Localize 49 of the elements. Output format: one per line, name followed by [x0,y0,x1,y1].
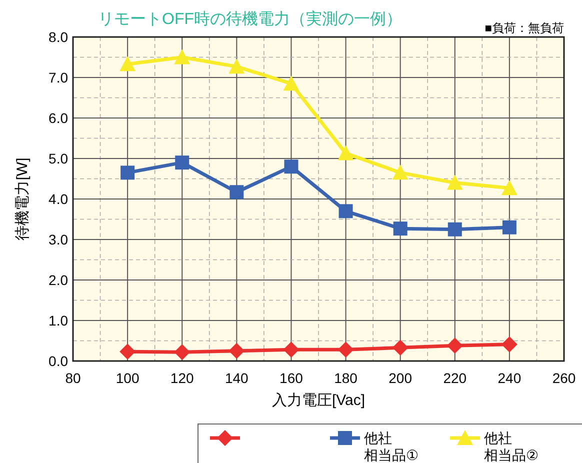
y-tick-label: 3.0 [48,232,68,248]
point [283,342,300,358]
y-tick-label: 6.0 [48,110,68,126]
x-tick-label: 260 [552,370,576,386]
x-tick-label: 120 [170,370,194,386]
y-tick-label: 5.0 [48,150,68,166]
y-tick-label: 8.0 [48,29,68,45]
point [228,342,245,359]
point [230,185,244,200]
y-tick-label: 2.0 [48,272,68,288]
x-tick-label: 220 [443,370,467,386]
x-tick-label: 240 [498,370,522,386]
point [501,336,518,352]
point [120,344,136,360]
y-axis-title: 待機電力[W] [14,158,31,240]
point [502,220,516,234]
point [392,340,408,356]
x-tick-label: 140 [224,370,249,386]
x-tick-label: 100 [116,370,140,386]
legend-label: 他社相当品② [484,430,539,463]
legend-label: 他社相当品① [364,430,419,463]
point [393,222,408,236]
point [338,145,354,160]
chart-title: リモートOFF時の待機電力（実測の一例） [98,10,402,28]
point [338,204,353,218]
point [175,156,190,170]
point [283,76,300,91]
y-tick-label: 7.0 [48,70,68,86]
y-tick-label: 4.0 [48,191,68,207]
point [392,164,408,180]
x-tick-label: 80 [65,370,81,386]
point [120,166,135,180]
point [338,342,354,358]
point [174,49,190,64]
point [284,160,298,174]
x-tick-label: 200 [388,370,412,386]
point [174,344,190,360]
point [446,338,463,354]
x-tick-label: 160 [280,370,304,386]
point [228,58,245,74]
point [120,56,136,72]
point [446,174,463,190]
x-tick-label: 180 [334,370,358,386]
x-axis-title: 入力電圧[Vac] [272,392,366,409]
point [448,222,462,236]
y-tick-label: 0.0 [48,353,68,369]
point [501,180,518,196]
y-tick-label: 1.0 [48,312,68,328]
chart-subtitle: ■負荷：無負荷 [484,21,564,35]
